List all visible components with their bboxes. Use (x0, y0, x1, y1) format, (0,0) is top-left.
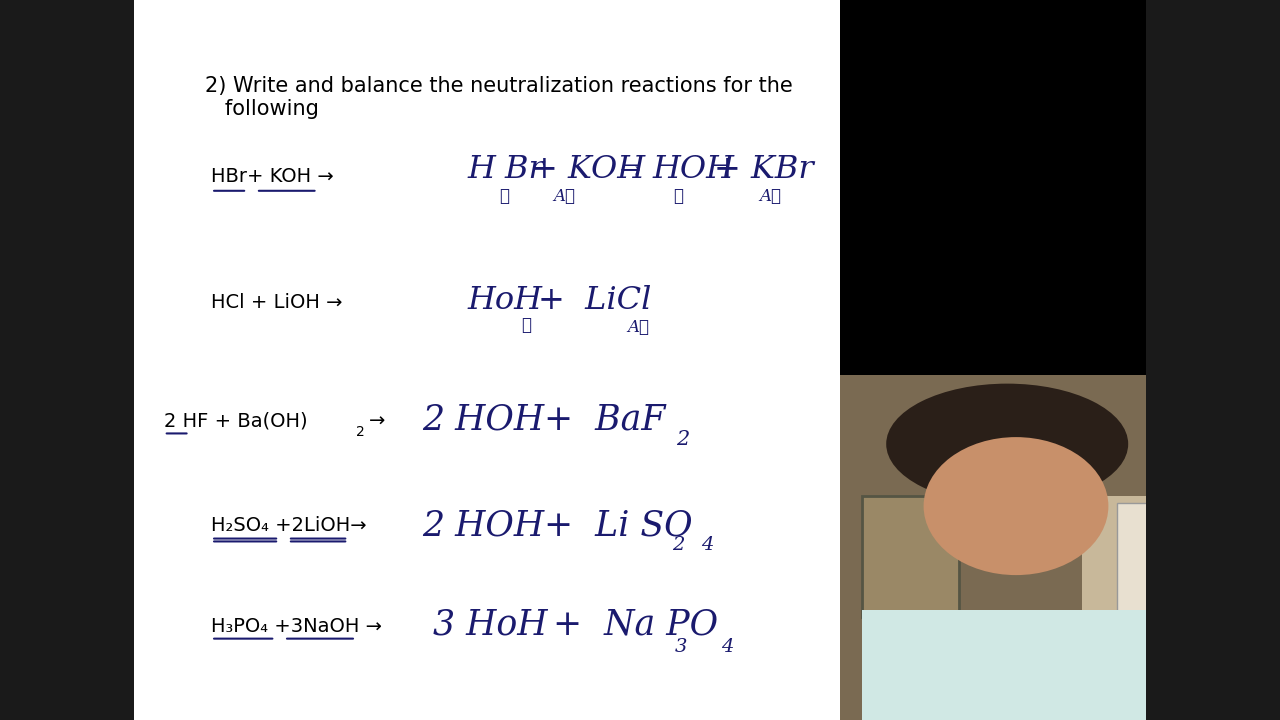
Bar (861, 496, 959, 616)
Text: 2 HF + Ba(OH): 2 HF + Ba(OH) (164, 412, 307, 431)
Text: 4: 4 (721, 638, 733, 655)
Text: +  Li SO: + Li SO (544, 508, 692, 543)
Text: +  BaF: + BaF (544, 402, 666, 436)
Text: 3 HoH: 3 HoH (433, 608, 547, 642)
Text: HBr+ KOH →: HBr+ KOH → (211, 167, 334, 186)
Text: +  LiCl: + LiCl (538, 284, 652, 316)
Bar (1146, 0, 1280, 720)
Text: Aℓ: Aℓ (627, 319, 649, 336)
Text: 2 HOH: 2 HOH (422, 402, 544, 436)
Bar (1082, 496, 1258, 703)
Text: →: → (369, 412, 385, 431)
Bar (134, 0, 1146, 720)
Text: H Br: H Br (467, 153, 544, 185)
Text: ℓ: ℓ (499, 188, 509, 205)
Text: HOH: HOH (653, 153, 735, 185)
Text: 2 HOH: 2 HOH (422, 508, 544, 543)
Text: + KOH: + KOH (531, 153, 645, 185)
Text: 3: 3 (675, 638, 687, 655)
Text: 2) Write and balance the neutralization reactions for the
   following: 2) Write and balance the neutralization … (205, 76, 792, 119)
Text: 2: 2 (676, 430, 689, 449)
Ellipse shape (924, 437, 1108, 575)
Text: ℓ: ℓ (521, 317, 531, 334)
Text: 4: 4 (701, 536, 714, 554)
Bar (0, 0, 134, 720)
Bar (1117, 503, 1240, 693)
Text: H₃PO₄ +3NaOH →: H₃PO₄ +3NaOH → (211, 617, 383, 636)
Text: Aℓ: Aℓ (553, 188, 575, 205)
Text: →: → (620, 160, 640, 183)
Text: ℓ: ℓ (673, 188, 684, 205)
Bar (840, 0, 1280, 375)
Text: HCl + LiOH →: HCl + LiOH → (211, 293, 343, 312)
Bar (861, 610, 1170, 720)
Bar (840, 375, 1280, 720)
Ellipse shape (886, 384, 1128, 505)
Text: + KBr: + KBr (714, 153, 814, 185)
Text: Aℓ: Aℓ (759, 188, 781, 205)
Text: 2: 2 (356, 425, 365, 439)
Text: +  Na PO: + Na PO (553, 608, 718, 642)
Text: 2: 2 (672, 536, 685, 554)
Text: HoH: HoH (467, 284, 543, 316)
Text: H₂SO₄ +2LiOH→: H₂SO₄ +2LiOH→ (211, 516, 367, 535)
